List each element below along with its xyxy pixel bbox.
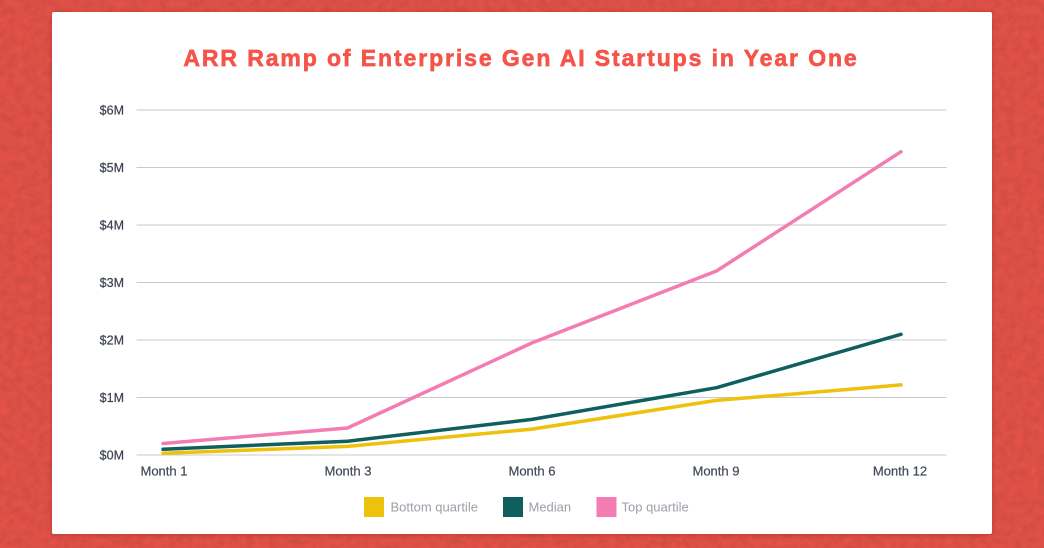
svg-text:Median: Median bbox=[529, 500, 572, 515]
svg-text:Month 9: Month 9 bbox=[693, 464, 740, 479]
svg-text:$3M: $3M bbox=[100, 276, 124, 290]
svg-text:Month 6: Month 6 bbox=[509, 464, 556, 479]
svg-text:$4M: $4M bbox=[100, 219, 124, 233]
svg-text:Month 3: Month 3 bbox=[325, 464, 372, 479]
svg-text:Bottom quartile: Bottom quartile bbox=[391, 500, 478, 515]
svg-text:$6M: $6M bbox=[100, 104, 124, 118]
svg-text:$5M: $5M bbox=[100, 161, 124, 175]
svg-text:$0M: $0M bbox=[100, 449, 124, 463]
svg-text:$1M: $1M bbox=[100, 391, 124, 405]
svg-text:ARR Ramp of Enterprise Gen AI: ARR Ramp of Enterprise Gen AI Startups i… bbox=[183, 45, 858, 71]
svg-text:Month 12: Month 12 bbox=[873, 464, 927, 479]
svg-text:$2M: $2M bbox=[100, 334, 124, 348]
svg-text:Month 1: Month 1 bbox=[141, 464, 188, 479]
svg-text:Top quartile: Top quartile bbox=[622, 500, 689, 515]
